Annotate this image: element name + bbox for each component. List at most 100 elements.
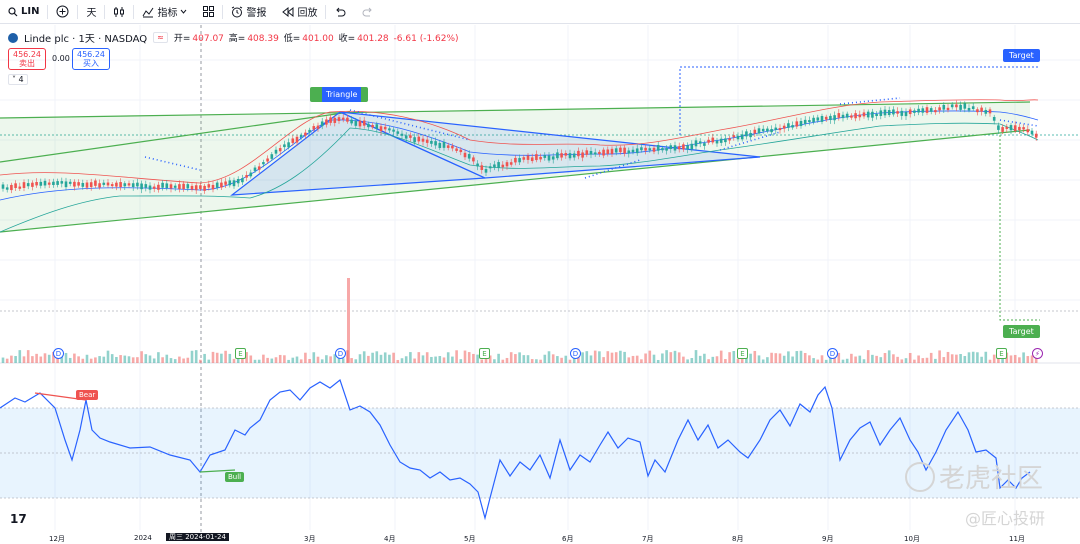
candle-body bbox=[178, 184, 181, 190]
symbol-search[interactable]: LIN bbox=[0, 0, 47, 24]
candle-body bbox=[1026, 129, 1030, 133]
volume-bar bbox=[476, 354, 479, 363]
chart-type-button[interactable] bbox=[105, 0, 133, 24]
volume-bar bbox=[635, 355, 639, 363]
bear-label[interactable]: Bear bbox=[76, 390, 99, 400]
buy-button[interactable]: 456.24 买入 bbox=[72, 48, 110, 70]
earnings-marker[interactable]: E bbox=[737, 348, 748, 359]
dividend-marker[interactable]: D bbox=[570, 348, 581, 359]
dividend-marker[interactable]: D bbox=[335, 348, 346, 359]
volume-bar bbox=[194, 350, 198, 363]
volume-bar bbox=[22, 356, 26, 363]
candle-body bbox=[593, 152, 597, 155]
volume-bar bbox=[400, 358, 404, 363]
candle-body bbox=[1018, 126, 1021, 131]
time-axis-label: 12月 bbox=[49, 535, 65, 543]
candle-body bbox=[346, 117, 349, 122]
earnings-marker[interactable]: E bbox=[996, 348, 1007, 359]
chart-canvas[interactable] bbox=[0, 25, 1080, 541]
candle-body bbox=[854, 113, 857, 119]
volume-bar bbox=[988, 359, 992, 363]
candle-body bbox=[631, 149, 635, 153]
volume-bar bbox=[833, 357, 836, 363]
candle-body bbox=[459, 149, 463, 153]
volume-bar bbox=[656, 359, 660, 363]
candle-body bbox=[392, 129, 395, 132]
candle-body bbox=[816, 117, 820, 121]
candle-body bbox=[577, 150, 580, 157]
volume-bar bbox=[245, 352, 248, 363]
volume-bar bbox=[102, 356, 106, 363]
buy-price: 456.24 bbox=[77, 50, 105, 59]
time-axis-label: 5月 bbox=[464, 535, 476, 543]
candle-body bbox=[850, 115, 853, 118]
volume-bar bbox=[526, 355, 530, 363]
indicators-toggle[interactable]: ˅ 4 bbox=[8, 74, 28, 85]
candle-body bbox=[1, 184, 5, 189]
volume-bar bbox=[215, 352, 219, 363]
volume-bar bbox=[841, 359, 845, 363]
candle-body bbox=[77, 182, 80, 186]
volume-bar bbox=[799, 350, 803, 363]
earnings-marker[interactable]: E bbox=[235, 348, 246, 359]
volume-bar bbox=[278, 354, 282, 363]
volume-bar bbox=[724, 359, 727, 363]
candle-body bbox=[14, 183, 17, 189]
target-label-top[interactable]: Target bbox=[1003, 49, 1040, 62]
volume-bar bbox=[942, 357, 946, 363]
volume-bar bbox=[661, 353, 664, 363]
candle-body bbox=[371, 125, 374, 128]
open-value: 407.07 bbox=[192, 34, 224, 44]
candle-body bbox=[1030, 130, 1034, 135]
candle-body bbox=[404, 135, 408, 139]
target-label-bottom[interactable]: Target bbox=[1003, 325, 1040, 338]
candle-body bbox=[883, 109, 887, 116]
candle-body bbox=[253, 167, 257, 171]
volume-bar bbox=[619, 350, 622, 363]
dividend-marker[interactable]: D bbox=[53, 348, 64, 359]
interval-button[interactable]: 天 bbox=[78, 0, 104, 24]
candle-body bbox=[1022, 127, 1025, 130]
layout-button[interactable] bbox=[195, 0, 222, 24]
candle-body bbox=[396, 131, 400, 134]
indicators-button[interactable]: 指标 bbox=[134, 0, 195, 24]
volume-bar bbox=[35, 353, 38, 363]
undo-button[interactable] bbox=[326, 0, 354, 24]
dividend-marker[interactable]: D bbox=[827, 348, 838, 359]
volume-bar bbox=[749, 353, 752, 363]
volume-bar bbox=[598, 351, 601, 363]
replay-button[interactable]: 回放 bbox=[274, 0, 325, 24]
earnings-marker[interactable]: E bbox=[479, 348, 490, 359]
volume-bar bbox=[703, 353, 706, 363]
compare-button[interactable] bbox=[48, 0, 77, 24]
candle-body bbox=[10, 184, 13, 191]
candle-body bbox=[362, 120, 366, 126]
redo-button[interactable] bbox=[354, 0, 382, 24]
candle-body bbox=[186, 184, 190, 189]
redo-icon bbox=[363, 7, 373, 16]
volume-bar bbox=[866, 350, 870, 363]
bull-label[interactable]: Bull bbox=[225, 472, 245, 482]
tradingview-logo: 17 bbox=[10, 512, 27, 526]
volume-bar bbox=[736, 359, 740, 363]
candle-body bbox=[984, 109, 988, 114]
sell-button[interactable]: 456.24 卖出 bbox=[8, 48, 46, 70]
candle-body bbox=[375, 124, 379, 129]
volume-bar bbox=[976, 352, 979, 363]
candle-body bbox=[677, 146, 681, 150]
alert-button[interactable]: 警报 bbox=[223, 0, 274, 24]
volume-bar bbox=[148, 355, 152, 363]
dropdown-chevron-icon[interactable]: ≈ bbox=[153, 32, 168, 43]
target-projection-upper bbox=[679, 66, 1040, 135]
candle-body bbox=[425, 139, 429, 143]
volume-bar bbox=[808, 355, 811, 363]
volume-bar bbox=[396, 359, 400, 363]
candle-body bbox=[316, 125, 320, 129]
candle-body bbox=[976, 109, 979, 113]
split-event-icon[interactable]: ⚡ bbox=[1032, 348, 1043, 359]
symbol-label: LIN bbox=[21, 6, 40, 17]
candle-body bbox=[140, 183, 143, 190]
volume-bar bbox=[430, 356, 433, 363]
candle-body bbox=[123, 183, 127, 187]
volume-bar bbox=[728, 352, 731, 363]
